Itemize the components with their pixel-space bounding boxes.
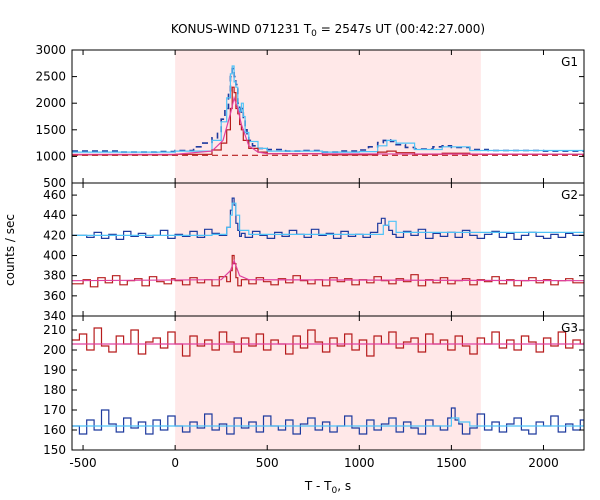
chart-title: KONUS-WIND 071231 T0 = 2547s UT (00:42:2… (171, 22, 485, 39)
y-tick-label-G2: 420 (43, 228, 66, 242)
y-axis-label: counts / sec (3, 214, 17, 286)
title-subscript: 0 (311, 29, 317, 39)
y-tick-label-G1: 2000 (35, 96, 66, 110)
series-line-G1-1 (72, 65, 584, 153)
text-layer: KONUS-WIND 071231 T0 = 2547s UT (00:42:2… (3, 22, 578, 496)
series-line-G2-2 (72, 254, 584, 288)
y-tick-label-G2: 400 (43, 249, 66, 263)
panel-label-G1: G1 (561, 55, 578, 69)
y-tick-label-G1: 1000 (35, 149, 66, 163)
title-prefix: KONUS-WIND 071231 T (171, 22, 312, 36)
x-tick-label: -500 (69, 456, 96, 470)
series-line-G1-3 (72, 95, 584, 155)
y-tick-label-G3: 200 (43, 343, 66, 357)
x-tick-label: 2000 (528, 456, 559, 470)
y-tick-label-G1: 1500 (35, 123, 66, 137)
y-tick-label-G1: 500 (43, 176, 66, 190)
shaded-interval-layer (175, 50, 481, 450)
x-axis-label: T - T0, s (304, 479, 351, 496)
panel-label-G2: G2 (561, 188, 578, 202)
series-line-G3-3 (72, 417, 584, 427)
y-tick-label-G1: 2500 (35, 70, 66, 84)
y-tick-label-G2: 380 (43, 269, 66, 283)
panel-label-G3: G3 (561, 321, 578, 335)
y-tick-label-G2: 460 (43, 188, 66, 202)
series-line-G2-3 (72, 258, 584, 282)
xlabel-subscript: 0 (332, 486, 338, 496)
axes-layer (71, 49, 585, 451)
y-tick-label-G3: 160 (43, 423, 66, 437)
xlabel-prefix: T - T (304, 479, 332, 493)
y-tick-label-G3: 190 (43, 363, 66, 377)
y-tick-label-G1: 3000 (35, 43, 66, 57)
series-line-G2-1 (72, 202, 584, 236)
y-tick-label-G3: 180 (43, 383, 66, 397)
y-tick-label-G2: 360 (43, 289, 66, 303)
shaded-interval-G1 (175, 50, 481, 183)
shaded-interval-G2 (175, 183, 481, 316)
xlabel-suffix: , s (337, 479, 351, 493)
y-tick-label-G2: 440 (43, 208, 66, 222)
x-tick-label: 1500 (436, 456, 467, 470)
series-line-G2-0 (72, 197, 584, 240)
shaded-interval-G3 (175, 316, 481, 450)
series-line-G3-0 (72, 327, 584, 357)
x-tick-label: 1000 (344, 456, 375, 470)
x-tick-label: 0 (171, 456, 179, 470)
y-tick-label-G2: 340 (43, 309, 66, 323)
y-tick-label-G3: 210 (43, 323, 66, 337)
x-tick-label: 500 (256, 456, 279, 470)
y-tick-label-G3: 150 (43, 443, 66, 457)
series-layer (72, 65, 584, 435)
title-suffix: = 2547s UT (00:42:27.000) (317, 22, 485, 36)
y-tick-label-G3: 170 (43, 403, 66, 417)
panel-frame-G3 (71, 315, 585, 451)
